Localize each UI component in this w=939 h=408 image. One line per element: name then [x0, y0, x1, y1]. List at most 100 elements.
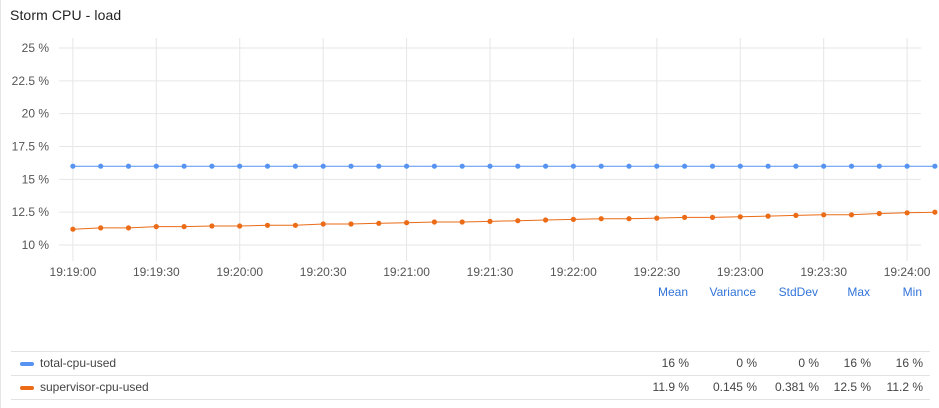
data-point-supervisor-cpu-used	[821, 212, 827, 218]
data-point-supervisor-cpu-used	[932, 209, 938, 215]
x-tick-label: 19:20:30	[300, 265, 347, 279]
data-point-supervisor-cpu-used	[431, 219, 437, 225]
data-point-total-cpu-used	[626, 163, 632, 169]
x-tick-label: 19:19:00	[50, 265, 97, 279]
data-point-total-cpu-used	[793, 163, 799, 169]
data-point-supervisor-cpu-used	[709, 214, 716, 220]
data-point-total-cpu-used	[209, 163, 215, 169]
data-point-total-cpu-used	[292, 163, 298, 169]
data-point-total-cpu-used	[459, 163, 465, 169]
data-point-total-cpu-used	[237, 163, 243, 169]
y-tick-label: 17.5 %	[12, 140, 50, 154]
legend-header-mean[interactable]: Mean	[657, 285, 688, 299]
y-tick-label: 15 %	[22, 172, 50, 186]
y-tick-label: 22.5 %	[12, 74, 50, 88]
x-tick-label: 19:21:00	[383, 265, 430, 279]
legend-header-max[interactable]: Max	[847, 285, 870, 299]
data-point-total-cpu-used	[376, 163, 382, 169]
x-tick-label: 19:24:00	[884, 265, 931, 279]
data-point-supervisor-cpu-used	[515, 218, 521, 224]
data-point-supervisor-cpu-used	[570, 216, 577, 222]
data-point-total-cpu-used	[598, 163, 604, 169]
legend-header-min[interactable]: Min	[902, 285, 922, 299]
panel-title[interactable]: Storm CPU - load	[10, 7, 122, 23]
legend: total-cpu-used 16 % 0 % 0 % 16 % 16 % su…	[11, 351, 930, 400]
x-tick-label: 19:21:30	[467, 265, 514, 279]
data-point-supervisor-cpu-used	[209, 223, 215, 229]
data-point-supervisor-cpu-used	[598, 216, 604, 222]
legend-swatch-total	[20, 362, 34, 366]
legend-value-min: 16 %	[895, 356, 923, 370]
data-point-supervisor-cpu-used	[682, 214, 688, 220]
data-point-total-cpu-used	[765, 163, 771, 169]
data-point-supervisor-cpu-used	[320, 221, 326, 227]
data-point-supervisor-cpu-used	[404, 220, 410, 226]
legend-series-name[interactable]: total-cpu-used	[40, 356, 117, 370]
data-point-supervisor-cpu-used	[98, 225, 104, 231]
data-point-supervisor-cpu-used	[292, 222, 298, 228]
legend-row-supervisor-cpu-used[interactable]: supervisor-cpu-used 11.9 % 0.145 % 0.381…	[11, 375, 930, 400]
data-point-supervisor-cpu-used	[181, 224, 187, 230]
data-point-total-cpu-used	[737, 163, 743, 169]
x-tick-label: 19:22:00	[550, 265, 597, 279]
legend-header-variance[interactable]: Variance	[709, 285, 756, 299]
data-point-total-cpu-used	[487, 163, 493, 169]
data-point-total-cpu-used	[709, 163, 716, 169]
data-point-total-cpu-used	[181, 163, 187, 169]
series-line-supervisor-cpu-used	[72, 211, 935, 230]
data-point-total-cpu-used	[654, 163, 660, 169]
data-point-total-cpu-used	[404, 163, 410, 169]
data-point-supervisor-cpu-used	[543, 217, 549, 223]
legend-value-variance: 0 %	[736, 356, 757, 370]
data-point-total-cpu-used	[431, 163, 437, 169]
data-point-supervisor-cpu-used	[487, 218, 493, 224]
data-point-supervisor-cpu-used	[237, 223, 243, 229]
legend-value-stddev: 0 %	[798, 356, 819, 370]
legend-value-max: 16 %	[843, 356, 871, 370]
x-tick-label: 19:20:00	[216, 265, 263, 279]
data-point-total-cpu-used	[932, 163, 938, 169]
data-point-total-cpu-used	[98, 163, 104, 169]
legend-value-mean: 16 %	[661, 356, 689, 370]
data-point-supervisor-cpu-used	[654, 215, 660, 221]
legend-swatch-supervisor	[20, 386, 34, 390]
data-point-supervisor-cpu-used	[626, 216, 632, 222]
data-point-supervisor-cpu-used	[904, 210, 910, 216]
y-tick-label: 20 %	[22, 107, 50, 121]
data-point-supervisor-cpu-used	[876, 210, 882, 217]
data-point-total-cpu-used	[153, 163, 159, 169]
data-point-supervisor-cpu-used	[765, 213, 771, 219]
data-point-total-cpu-used	[570, 163, 577, 169]
data-point-supervisor-cpu-used	[125, 225, 132, 231]
data-point-total-cpu-used	[821, 163, 827, 169]
legend-value-variance: 0.145 %	[712, 380, 757, 394]
data-point-total-cpu-used	[543, 163, 549, 169]
y-tick-label: 12.5 %	[12, 205, 50, 219]
x-tick-label: 19:23:30	[800, 265, 847, 279]
data-point-total-cpu-used	[876, 163, 882, 169]
data-point-total-cpu-used	[904, 163, 910, 169]
data-point-total-cpu-used	[348, 163, 354, 169]
data-point-supervisor-cpu-used	[848, 212, 855, 218]
data-point-total-cpu-used	[264, 163, 271, 169]
legend-value-max: 12.5 %	[833, 380, 871, 394]
legend-series-name[interactable]: supervisor-cpu-used	[40, 380, 149, 394]
x-tick-label: 19:22:30	[633, 265, 680, 279]
data-point-total-cpu-used	[320, 163, 326, 169]
data-point-supervisor-cpu-used	[737, 214, 743, 220]
legend-value-mean: 11.9 %	[652, 380, 689, 394]
legend-row-total-cpu-used[interactable]: total-cpu-used 16 % 0 % 0 % 16 % 16 %	[11, 351, 930, 375]
data-point-total-cpu-used	[848, 163, 855, 169]
legend-header-stddev[interactable]: StdDev	[778, 285, 818, 299]
y-tick-label: 10 %	[22, 238, 50, 252]
y-tick-label: 25 %	[22, 41, 50, 55]
data-point-supervisor-cpu-used	[153, 224, 159, 230]
data-point-total-cpu-used	[682, 163, 688, 169]
data-point-supervisor-cpu-used	[70, 226, 76, 232]
data-point-supervisor-cpu-used	[264, 222, 271, 228]
data-point-total-cpu-used	[70, 163, 76, 169]
data-point-total-cpu-used	[125, 163, 132, 169]
x-tick-label: 19:19:30	[133, 265, 180, 279]
legend-value-stddev: 0.381 %	[774, 380, 819, 394]
